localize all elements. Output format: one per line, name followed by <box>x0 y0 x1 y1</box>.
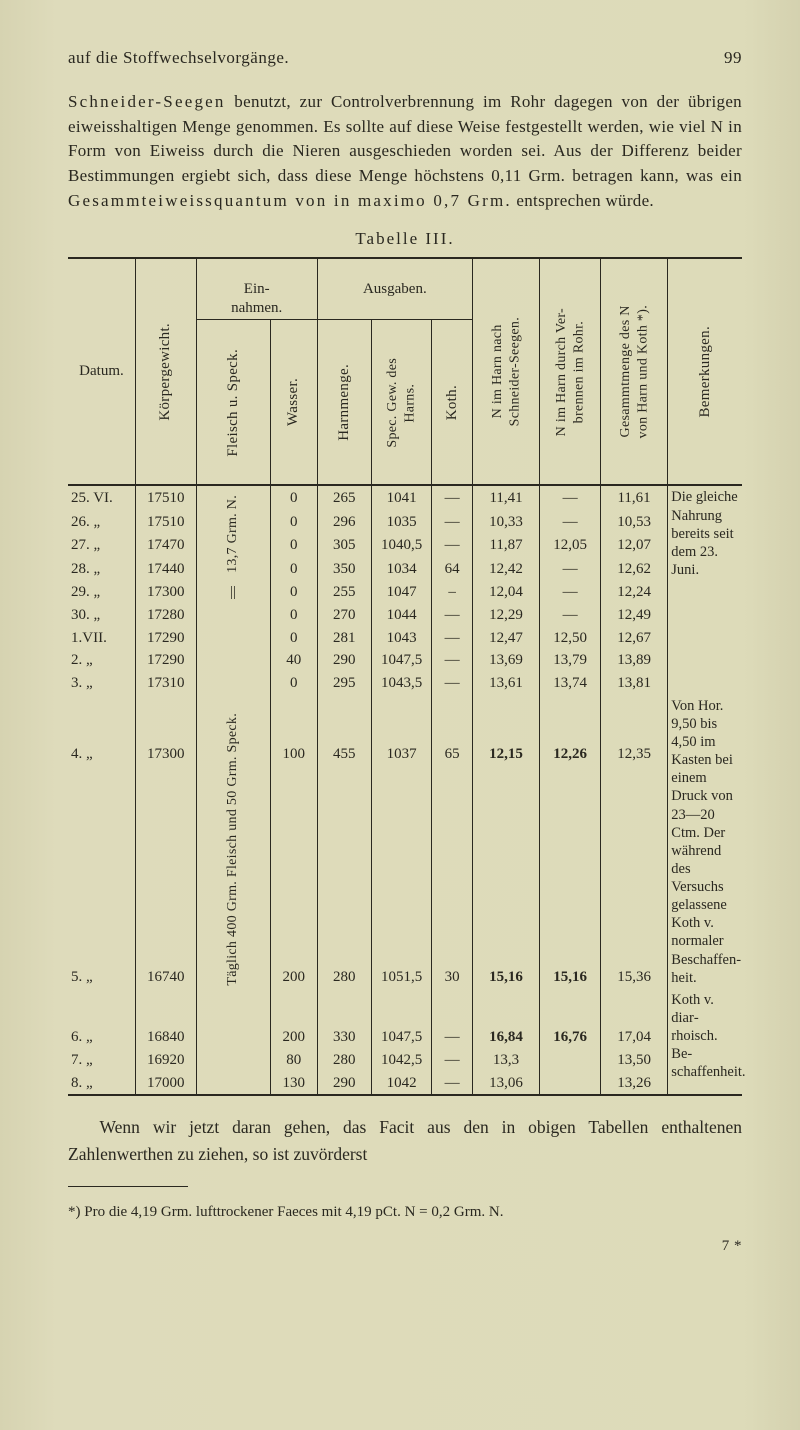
th-gesammt: Gesammtmenge des N von Harn und Koth *). <box>600 258 667 485</box>
th-spec: Spec. Gew. des Harns. <box>371 320 432 486</box>
table-row: 27. „ 17470 0 305 1040,5 — 11,87 12,05 1… <box>68 534 742 558</box>
th-harnmenge: Harnmenge. <box>317 320 371 486</box>
remark-2: Von Hor. 9,50 bis 4,50 im Kasten bei ein… <box>668 695 742 989</box>
page: auf die Stoffwechselvorgänge. 99 Schneid… <box>0 0 800 1430</box>
intro-tail: entsprechen würde. <box>516 191 654 210</box>
th-ausgaben: Ausgaben. <box>317 258 472 320</box>
fleisch-note-col: Täglich 400 Grm. Fleisch und 50 Grm. Spe… <box>196 604 270 1096</box>
fleisch-note-2: || <box>196 581 270 604</box>
table-body: 25. VI. 17510 13,7 Grm. N. 0 265 1041 — … <box>68 485 742 1095</box>
fleisch-note-1: 13,7 Grm. N. <box>196 485 270 581</box>
th-datum: Datum. <box>68 258 135 485</box>
th-fleisch: Fleisch u. Speck. <box>196 320 270 486</box>
table-row: 5. „ 16740 200 280 1051,5 30 15,16 15,16… <box>68 815 742 989</box>
table-row: 6. „ 16840 200 330 1047,5 — 16,84 16,76 … <box>68 989 742 1049</box>
intro-paragraph: Schneider-Seegen benutzt, zur Controlver… <box>68 90 742 213</box>
table-row: 29. „ 17300 || 0 255 1047 – 12,04 — 12,2… <box>68 581 742 604</box>
signature-mark: 7 * <box>68 1238 742 1255</box>
table-row: 28. „ 17440 0 350 1034 64 12,42 — 12,62 <box>68 557 742 581</box>
th-korper: Körpergewicht. <box>135 258 196 485</box>
table-row: 30. „ 17280 Täglich 400 Grm. Fleisch und… <box>68 604 742 627</box>
running-title: auf die Stoffwechselvorgänge. <box>68 48 289 68</box>
table-row: 7. „ 16920 80 280 1042,5 — 13,3 13,50 <box>68 1049 742 1072</box>
table-row: 3. „ 17310 0 295 1043,5 — 13,61 13,74 13… <box>68 672 742 695</box>
footnote-rule <box>68 1186 188 1187</box>
th-nrohr: N im Harn durch Ver- brennen im Rohr. <box>540 258 601 485</box>
data-table: Datum. Körpergewicht. Ein- nahmen. Ausga… <box>68 257 742 1096</box>
header-row-1: Datum. Körpergewicht. Ein- nahmen. Ausga… <box>68 258 742 320</box>
table-caption: Tabelle III. <box>68 229 742 249</box>
footnote: *) Pro die 4,19 Grm. lufttrockener Faece… <box>68 1202 742 1223</box>
intro-spaced-1: Schneider-Seegen <box>68 92 226 111</box>
page-number: 99 <box>724 48 742 68</box>
table-row: 2. „ 17290 40 290 1047,5 — 13,69 13,79 1… <box>68 649 742 672</box>
remark-3: Koth v. diar­rhoisch. Be­schaffenheit. <box>668 989 742 1096</box>
table-row: 8. „ 17000 130 290 1042 — 13,06 13,26 <box>68 1072 742 1096</box>
th-koth: Koth. <box>432 320 472 486</box>
th-wasser: Wasser. <box>270 320 317 486</box>
intro-spaced-2: Gesammt­eiweissquantum von in maximo 0,7… <box>68 191 512 210</box>
outro-paragraph: Wenn wir jetzt daran gehen, das Facit au… <box>68 1114 742 1168</box>
table-row: 25. VI. 17510 13,7 Grm. N. 0 265 1041 — … <box>68 485 742 510</box>
th-einnahmen: Ein- nahmen. <box>196 258 317 320</box>
th-nharn: N im Harn nach Schneider-Seegen. <box>472 258 539 485</box>
table-row: 4. „ 17300 100 455 1037 65 12,15 12,26 1… <box>68 695 742 815</box>
table-row: 26. „ 17510 0 296 1035 — 10,33 — 10,53 <box>68 510 742 534</box>
running-head: auf die Stoffwechselvorgänge. 99 <box>68 48 742 68</box>
table-row: 1.VII. 17290 0 281 1043 — 12,47 12,50 12… <box>68 627 742 650</box>
th-bemerk: Bemerkungen. <box>668 258 742 485</box>
remark-1: Die gleiche Nahrung be­reits seit dem 23… <box>668 485 742 581</box>
